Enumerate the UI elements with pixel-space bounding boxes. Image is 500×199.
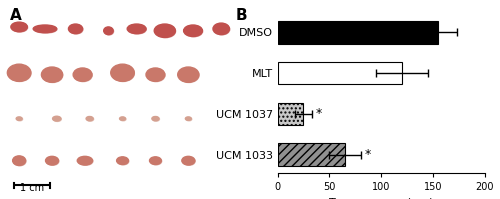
Ellipse shape: [52, 116, 61, 121]
Ellipse shape: [213, 23, 230, 35]
Ellipse shape: [46, 157, 59, 165]
Ellipse shape: [120, 118, 126, 121]
Ellipse shape: [127, 24, 146, 34]
Text: *: *: [316, 107, 322, 120]
Text: *: *: [364, 148, 371, 161]
Ellipse shape: [184, 25, 203, 36]
Ellipse shape: [186, 118, 192, 121]
Ellipse shape: [54, 117, 62, 121]
Ellipse shape: [8, 64, 31, 81]
Ellipse shape: [73, 68, 92, 81]
X-axis label: Tumour mass (mg): Tumour mass (mg): [329, 198, 434, 199]
Text: 1 cm: 1 cm: [20, 183, 44, 193]
Ellipse shape: [146, 68, 165, 81]
Ellipse shape: [112, 65, 134, 82]
Ellipse shape: [104, 28, 114, 35]
Ellipse shape: [185, 26, 202, 37]
Ellipse shape: [128, 25, 146, 34]
Ellipse shape: [150, 158, 162, 165]
Ellipse shape: [34, 26, 57, 33]
Ellipse shape: [11, 22, 28, 32]
Ellipse shape: [178, 67, 199, 82]
Ellipse shape: [120, 117, 126, 120]
Ellipse shape: [86, 116, 93, 121]
Ellipse shape: [150, 157, 162, 164]
Ellipse shape: [156, 25, 176, 38]
Ellipse shape: [33, 25, 56, 33]
Ellipse shape: [214, 24, 230, 35]
Ellipse shape: [182, 156, 195, 165]
Ellipse shape: [183, 157, 195, 165]
Ellipse shape: [16, 117, 22, 120]
Ellipse shape: [78, 157, 93, 165]
Ellipse shape: [8, 65, 31, 82]
Ellipse shape: [17, 118, 22, 121]
Ellipse shape: [186, 117, 191, 120]
Ellipse shape: [42, 68, 63, 83]
Ellipse shape: [111, 64, 134, 81]
Ellipse shape: [14, 157, 26, 166]
Ellipse shape: [74, 69, 92, 82]
Ellipse shape: [116, 157, 128, 164]
Ellipse shape: [179, 68, 199, 83]
Ellipse shape: [68, 24, 82, 34]
Ellipse shape: [12, 23, 28, 32]
Ellipse shape: [42, 67, 62, 82]
Bar: [278, 143, 345, 166]
Bar: [278, 21, 438, 44]
Ellipse shape: [153, 117, 160, 121]
Ellipse shape: [154, 24, 176, 37]
Ellipse shape: [104, 27, 113, 35]
Ellipse shape: [147, 69, 165, 82]
Ellipse shape: [78, 156, 92, 165]
Ellipse shape: [152, 116, 159, 121]
Text: B: B: [236, 8, 248, 22]
Ellipse shape: [46, 156, 59, 165]
Ellipse shape: [118, 158, 129, 165]
Bar: [278, 103, 303, 125]
Ellipse shape: [70, 25, 83, 34]
Bar: [278, 62, 402, 84]
Text: A: A: [10, 8, 22, 23]
Ellipse shape: [87, 117, 94, 121]
Ellipse shape: [12, 156, 26, 165]
